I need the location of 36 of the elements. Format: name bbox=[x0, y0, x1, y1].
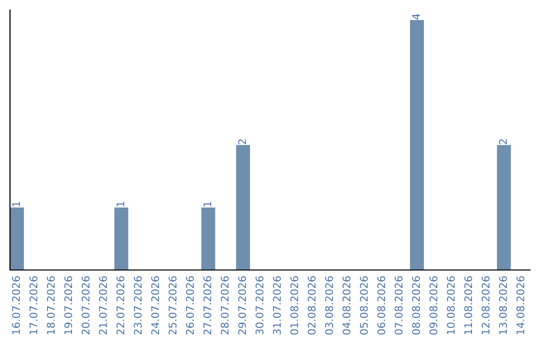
x-tick-label: 13.08.2026 bbox=[499, 276, 507, 334]
x-tick-label: 28.07.2026 bbox=[220, 276, 229, 334]
x-tick-label: 09.08.2026 bbox=[429, 276, 438, 335]
x-tick-label: 23.07.2026 bbox=[134, 276, 142, 334]
data-label: 2 bbox=[238, 139, 246, 144]
x-tick-label: 27.07.2026 bbox=[203, 276, 212, 334]
data-label: 4 bbox=[412, 14, 420, 20]
data-label: 1 bbox=[116, 202, 124, 206]
x-tick-label: 10.08.2026 bbox=[446, 276, 455, 334]
x-tick-label: 17.07.2026 bbox=[29, 276, 38, 334]
x-tick-label: 22.07.2026 bbox=[116, 276, 124, 334]
x-tick-label: 30.07.2026 bbox=[256, 276, 264, 334]
x-tick-label: 18.07.2026 bbox=[46, 276, 55, 334]
x-tick-label: 08.08.2026 bbox=[412, 276, 420, 335]
x-tick-label: 24.07.2026 bbox=[151, 276, 160, 334]
x-tick-label: 16.07.2026 bbox=[12, 276, 20, 334]
x-tick-label: 01.08.2026 bbox=[290, 276, 298, 335]
x-tick-label: 05.08.2026 bbox=[360, 276, 368, 335]
x-tick-label: 29.07.2026 bbox=[238, 276, 246, 334]
x-tick-label: 26.07.2026 bbox=[186, 276, 194, 334]
x-tick-label: 25.07.2026 bbox=[168, 276, 176, 334]
x-tick-label: 31.07.2026 bbox=[272, 276, 281, 334]
x-tick-label: 07.08.2026 bbox=[394, 276, 403, 335]
data-label: 2 bbox=[499, 139, 507, 144]
data-label: 1 bbox=[204, 202, 212, 206]
x-tick-label: 20.07.2026 bbox=[82, 276, 90, 334]
x-tick-label: 02.08.2026 bbox=[308, 276, 316, 335]
x-tick-label: 04.08.2026 bbox=[342, 276, 350, 335]
x-tick-label: 03.08.2026 bbox=[325, 276, 334, 335]
x-tick-label: 21.07.2026 bbox=[99, 276, 107, 334]
x-tick-label: 06.08.2026 bbox=[377, 276, 386, 335]
x-tick-label: 19.07.2026 bbox=[64, 276, 72, 334]
x-tick-label: 14.08.2026 bbox=[516, 276, 524, 334]
data-label: 1 bbox=[12, 202, 20, 206]
x-tick-label: 12.08.2026 bbox=[482, 276, 490, 334]
x-tick-label: 11.08.2026 bbox=[464, 276, 472, 334]
